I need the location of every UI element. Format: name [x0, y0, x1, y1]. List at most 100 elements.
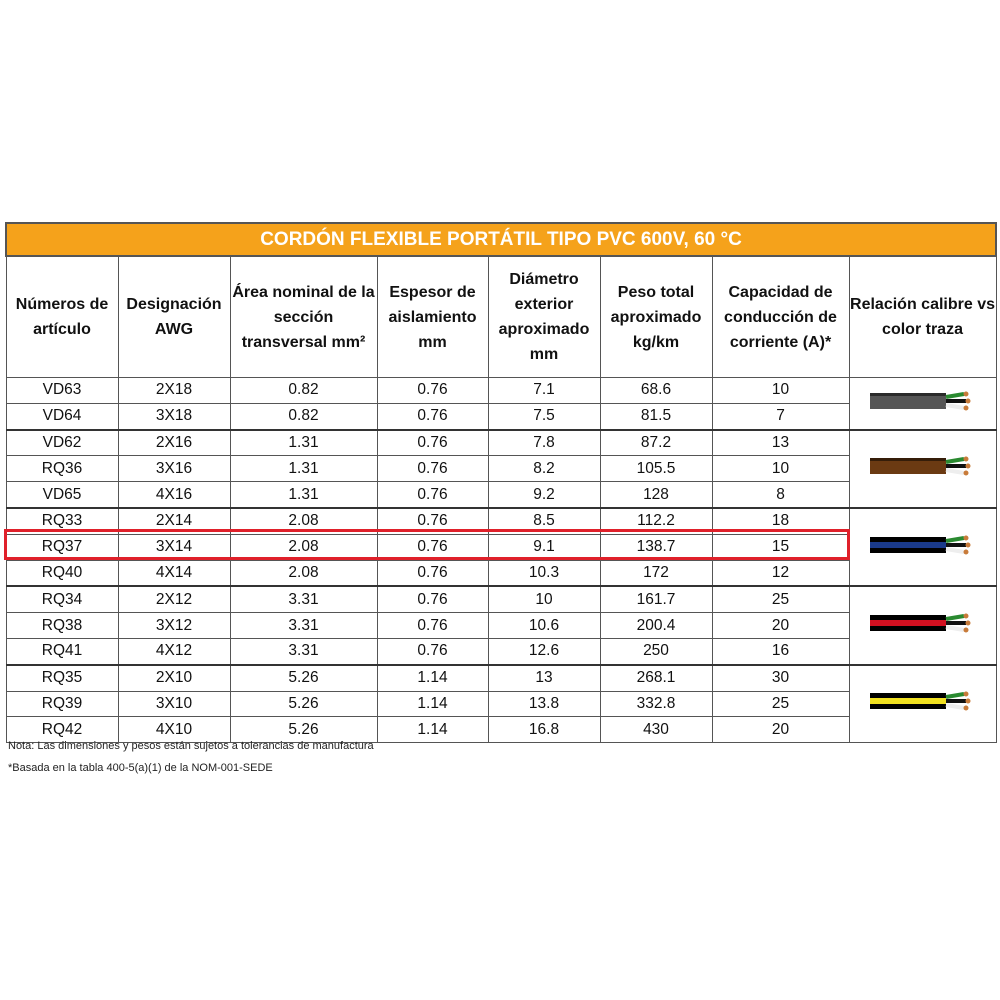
column-header: Capacidad de conducción de corriente (A)…	[711, 255, 850, 378]
table-cell: 5.26	[229, 716, 378, 744]
table-cell: 268.1	[599, 663, 713, 692]
table-row: RQ34 2X12 3.31 0.76 10 161.7 25	[5, 585, 997, 666]
cable-icon	[869, 535, 971, 555]
table-cell: RQ35	[5, 663, 119, 692]
table-cell: 1.14	[376, 716, 489, 744]
cable-icon	[869, 456, 971, 476]
table-cell: 250	[599, 637, 713, 666]
table-cell: 3X14	[117, 533, 231, 561]
cable-cell	[848, 663, 997, 744]
note: *Basada en la tabla 400-5(a)(1) de la NO…	[8, 762, 273, 774]
table-cell: 68.6	[599, 377, 713, 404]
table-cell: 2.08	[229, 533, 378, 561]
table-cell: 128	[599, 481, 713, 509]
table-cell: 12	[711, 559, 850, 587]
table-row: VD64 3X18 0.82 0.76 7.5 81.5 7	[5, 402, 996, 431]
table-cell: 10.6	[487, 612, 601, 639]
table-cell: 15	[711, 533, 850, 561]
table-row: RQ42 4X10 5.26 1.14 16.8 430 20	[5, 716, 996, 744]
table-row: RQ35 2X10 5.26 1.14 13 268.1 30	[5, 663, 997, 744]
table-cell: 0.82	[229, 402, 378, 431]
table-cell: 10	[487, 585, 601, 614]
table-cell: 25	[711, 585, 850, 614]
table-cell: 2X10	[117, 663, 231, 692]
column-header: Espesor de aislamiento mm	[376, 255, 489, 378]
table-cell: 7.1	[487, 377, 601, 404]
table-cell: 13	[487, 663, 601, 692]
table-cell: 10	[711, 455, 850, 483]
table-cell: 7	[711, 402, 850, 431]
cable-table: CORDÓN FLEXIBLE PORTÁTIL TIPO PVC 600V, …	[4, 222, 998, 744]
table-row: RQ39 3X10 5.26 1.14 13.8 332.8 25	[5, 690, 996, 718]
table-cell: 1.14	[376, 690, 489, 718]
table-cell: RQ37	[5, 533, 119, 561]
cable-cell	[848, 376, 997, 431]
table-cell: 12.6	[487, 637, 601, 666]
table-cell: 20	[711, 716, 850, 744]
cable-cell	[848, 585, 997, 666]
table-cell: 3.31	[229, 612, 378, 639]
table-cell: 10.3	[487, 559, 601, 587]
cable-cell	[848, 506, 997, 587]
table-cell: 0.76	[376, 428, 489, 457]
table-cell: 16	[711, 637, 850, 666]
cable-icon	[869, 691, 971, 711]
table-cell: 0.76	[376, 402, 489, 431]
table-cell: 138.7	[599, 533, 713, 561]
table-cell: 25	[711, 690, 850, 718]
table-cell: VD63	[5, 377, 119, 404]
table-cell: 8	[711, 481, 850, 509]
table-cell: 2.08	[229, 559, 378, 587]
table-cell: 430	[599, 716, 713, 744]
column-header: Diámetro exterior aproximado mm	[487, 255, 601, 378]
table-cell: 9.2	[487, 481, 601, 509]
table-cell: 105.5	[599, 455, 713, 483]
table-cell: RQ41	[5, 637, 119, 666]
table-cell: 0.76	[376, 559, 489, 587]
table-cell: 9.1	[487, 533, 601, 561]
table-cell: 5.26	[229, 690, 378, 718]
table-row: RQ41 4X12 3.31 0.76 12.6 250 16	[5, 637, 996, 666]
table-cell: 10	[711, 377, 850, 404]
table-cell: 7.5	[487, 402, 601, 431]
cable-icon	[869, 391, 971, 411]
table-row: VD65 4X16 1.31 0.76 9.2 128 8	[5, 481, 996, 509]
table-cell: 0.76	[376, 377, 489, 404]
column-header: Designación AWG	[117, 255, 231, 378]
table-cell: 20	[711, 612, 850, 639]
table-cell: 1.31	[229, 455, 378, 483]
table-cell: 161.7	[599, 585, 713, 614]
table-cell: 4X10	[117, 716, 231, 744]
cable-icon	[869, 613, 971, 633]
table-cell: 0.82	[229, 377, 378, 404]
table-cell: 3.31	[229, 585, 378, 614]
table-cell: 4X12	[117, 637, 231, 666]
table-row: VD62 2X16 1.31 0.76 7.8 87.2 13	[5, 428, 997, 509]
row-highlight	[4, 529, 850, 560]
table-cell: 200.4	[599, 612, 713, 639]
table-cell: 13	[711, 428, 850, 457]
table-cell: 81.5	[599, 402, 713, 431]
table-cell: 5.26	[229, 663, 378, 692]
table-cell: 2X12	[117, 585, 231, 614]
column-header: Relación calibre vs color traza	[848, 255, 997, 378]
table-row: RQ37 3X14 2.08 0.76 9.1 138.7 15	[5, 533, 996, 561]
table-cell: 0.76	[376, 481, 489, 509]
table-cell: 1.31	[229, 481, 378, 509]
column-header: Área nominal de la sección transversal m…	[229, 255, 378, 378]
table-cell: RQ34	[5, 585, 119, 614]
table-cell: 0.76	[376, 637, 489, 666]
table-cell: RQ38	[5, 612, 119, 639]
table-cell: 3X18	[117, 402, 231, 431]
table-cell: 3X16	[117, 455, 231, 483]
table-cell: 13.8	[487, 690, 601, 718]
table-cell: 16.8	[487, 716, 601, 744]
table-cell: 4X14	[117, 559, 231, 587]
table-cell: 7.8	[487, 428, 601, 457]
table-cell: 87.2	[599, 428, 713, 457]
table-cell: 30	[711, 663, 850, 692]
table-cell: 1.14	[376, 663, 489, 692]
table-row: VD63 2X18 0.82 0.76 7.1 68.6 10	[5, 376, 997, 431]
table-cell: 0.76	[376, 455, 489, 483]
